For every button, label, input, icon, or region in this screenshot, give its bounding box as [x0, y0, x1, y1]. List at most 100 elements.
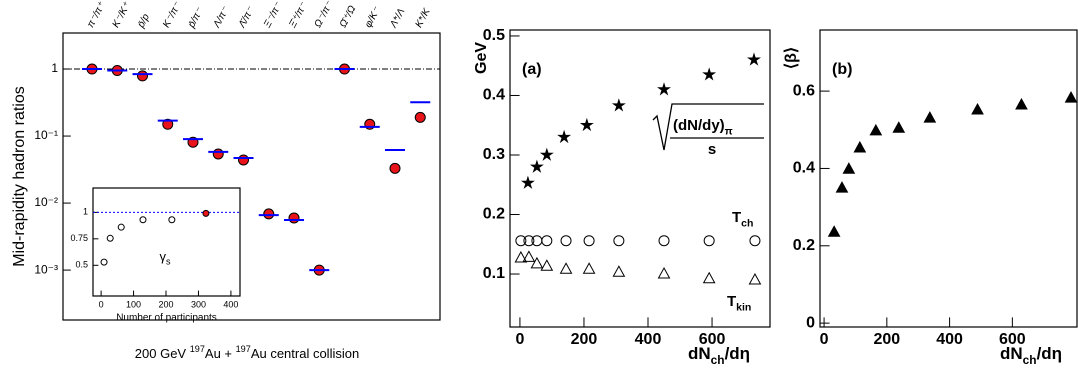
- marker: [389, 162, 401, 174]
- marker: [523, 235, 535, 247]
- marker: [657, 82, 671, 96]
- y-tick-label: 0.4: [483, 87, 505, 104]
- marker: [514, 250, 528, 263]
- marker: [560, 235, 572, 247]
- x-tick-label: 600: [699, 331, 726, 348]
- marker: [611, 98, 626, 112]
- marker: [168, 216, 176, 224]
- series-label-part: kin: [736, 301, 751, 313]
- marker: [853, 140, 867, 153]
- plot-frame: [62, 32, 441, 321]
- marker: [414, 111, 426, 123]
- marker: [842, 162, 856, 174]
- x-tick-label: 200: [571, 331, 598, 348]
- marker: [263, 208, 275, 220]
- marker: [749, 235, 761, 247]
- marker: [748, 272, 762, 285]
- x-tick-label: 0: [515, 331, 524, 348]
- marker: [612, 265, 626, 277]
- y-tick-label: 0.5: [75, 260, 88, 270]
- x-axis-label-part: 197: [190, 344, 205, 354]
- x-axis-label-part: /dη: [725, 344, 751, 363]
- marker: [559, 262, 573, 274]
- y-tick-label: 0.6: [793, 82, 815, 99]
- marker: [835, 181, 849, 193]
- x-axis-label: dNch/dη: [688, 344, 750, 367]
- x-tick-label: 600: [999, 331, 1026, 348]
- marker: [117, 223, 125, 231]
- formula-denominator: s: [708, 141, 716, 158]
- marker: [541, 235, 553, 247]
- x-tick-label: 400: [223, 299, 238, 309]
- x-tick-label: 0: [820, 331, 829, 348]
- y-tick-label: 0.1: [483, 265, 505, 282]
- formula-numerator: (dN/dy)π: [673, 117, 733, 137]
- x-axis-label-part: /dη: [1037, 344, 1063, 363]
- marker: [827, 225, 841, 237]
- series-label-part: T: [732, 209, 741, 226]
- marker: [288, 212, 300, 224]
- marker: [557, 129, 572, 144]
- x-tick-label: 0: [99, 299, 104, 309]
- x-axis-label-part: Au +: [205, 346, 236, 361]
- x-tick-label: 400: [635, 331, 662, 348]
- x-axis-label-part: ch: [711, 353, 725, 367]
- x-axis-label-part: 197: [236, 344, 251, 354]
- y-tick-label: 0.3: [483, 146, 505, 163]
- annotation: γs: [159, 249, 171, 267]
- y-tick-label: 10⁻¹: [34, 128, 58, 142]
- y-tick-label: 1: [83, 207, 88, 217]
- x-axis-label-part: ch: [1023, 353, 1037, 367]
- marker: [515, 235, 527, 247]
- y-tick-label: 0.75: [70, 233, 88, 243]
- x-axis-label: 200 GeV 197Au + 197Au central collision: [135, 344, 359, 361]
- marker: [162, 118, 174, 130]
- marker: [520, 175, 535, 189]
- y-tick-label: 0: [806, 314, 815, 331]
- annotation-part: s: [166, 257, 171, 267]
- x-axis-label-part: Au central collision: [251, 346, 359, 361]
- marker: [583, 235, 595, 247]
- x-axis-label: dNch/dη: [1000, 344, 1062, 367]
- y-tick-label: 1: [51, 61, 58, 75]
- series-label: Tch: [732, 209, 753, 229]
- y-axis-label: Mid-rapidity hadron ratios: [11, 86, 28, 267]
- marker: [582, 262, 596, 274]
- y-tick-label: 0.5: [483, 27, 505, 44]
- x-axis-label-part: dN: [1000, 344, 1023, 363]
- x-axis-label-part: dN: [688, 344, 711, 363]
- marker: [212, 148, 224, 160]
- marker: [971, 103, 984, 115]
- marker: [658, 235, 670, 247]
- series-label-part: ch: [741, 217, 753, 229]
- marker: [702, 67, 717, 81]
- x-tick-label: 100: [126, 299, 141, 309]
- marker: [139, 216, 147, 224]
- marker: [238, 154, 249, 166]
- marker: [613, 235, 625, 247]
- marker: [892, 121, 906, 133]
- x-axis-label-part: 200 GeV: [135, 346, 190, 361]
- annotation-part: γ: [159, 249, 166, 264]
- marker: [137, 70, 148, 82]
- inset-background: [93, 188, 240, 296]
- marker: [1015, 97, 1028, 110]
- marker: [540, 259, 554, 271]
- marker: [522, 250, 536, 262]
- marker: [657, 266, 671, 279]
- marker: [1064, 91, 1078, 103]
- series-label-part: T: [727, 293, 736, 310]
- formula-numerator-part: π: [725, 125, 733, 137]
- y-tick-label: 10⁻²: [34, 195, 58, 209]
- marker: [202, 209, 210, 217]
- marker: [702, 271, 716, 284]
- formula-numerator-part: (dN/dy): [673, 117, 725, 134]
- marker: [106, 234, 114, 242]
- x-axis-label: Number of participants: [116, 313, 217, 324]
- panel-label: (a): [522, 61, 542, 78]
- x-tick-label: 300: [191, 299, 206, 309]
- marker: [530, 256, 544, 269]
- marker: [100, 258, 108, 266]
